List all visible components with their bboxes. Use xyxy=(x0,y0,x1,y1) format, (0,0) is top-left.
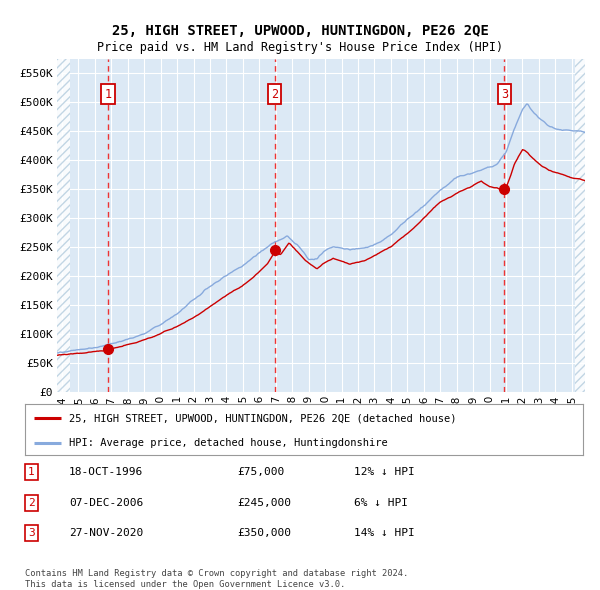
Text: 6% ↓ HPI: 6% ↓ HPI xyxy=(354,498,408,507)
Text: 14% ↓ HPI: 14% ↓ HPI xyxy=(354,529,415,538)
Text: Contains HM Land Registry data © Crown copyright and database right 2024.
This d: Contains HM Land Registry data © Crown c… xyxy=(25,569,409,589)
Text: 25, HIGH STREET, UPWOOD, HUNTINGDON, PE26 2QE: 25, HIGH STREET, UPWOOD, HUNTINGDON, PE2… xyxy=(112,24,488,38)
Text: HPI: Average price, detached house, Huntingdonshire: HPI: Average price, detached house, Hunt… xyxy=(69,438,388,447)
Text: Price paid vs. HM Land Registry's House Price Index (HPI): Price paid vs. HM Land Registry's House … xyxy=(97,41,503,54)
Text: 1: 1 xyxy=(104,87,112,100)
Text: 18-OCT-1996: 18-OCT-1996 xyxy=(69,467,143,477)
Text: 3: 3 xyxy=(501,87,508,100)
Text: 25, HIGH STREET, UPWOOD, HUNTINGDON, PE26 2QE (detached house): 25, HIGH STREET, UPWOOD, HUNTINGDON, PE2… xyxy=(69,413,456,423)
Text: 1: 1 xyxy=(28,467,35,477)
Text: 12% ↓ HPI: 12% ↓ HPI xyxy=(354,467,415,477)
Text: 27-NOV-2020: 27-NOV-2020 xyxy=(69,529,143,538)
Text: £350,000: £350,000 xyxy=(237,529,291,538)
Text: £245,000: £245,000 xyxy=(237,498,291,507)
Text: 07-DEC-2006: 07-DEC-2006 xyxy=(69,498,143,507)
Text: 2: 2 xyxy=(28,498,35,507)
Text: 3: 3 xyxy=(28,529,35,538)
Text: 2: 2 xyxy=(271,87,278,100)
Text: £75,000: £75,000 xyxy=(237,467,284,477)
